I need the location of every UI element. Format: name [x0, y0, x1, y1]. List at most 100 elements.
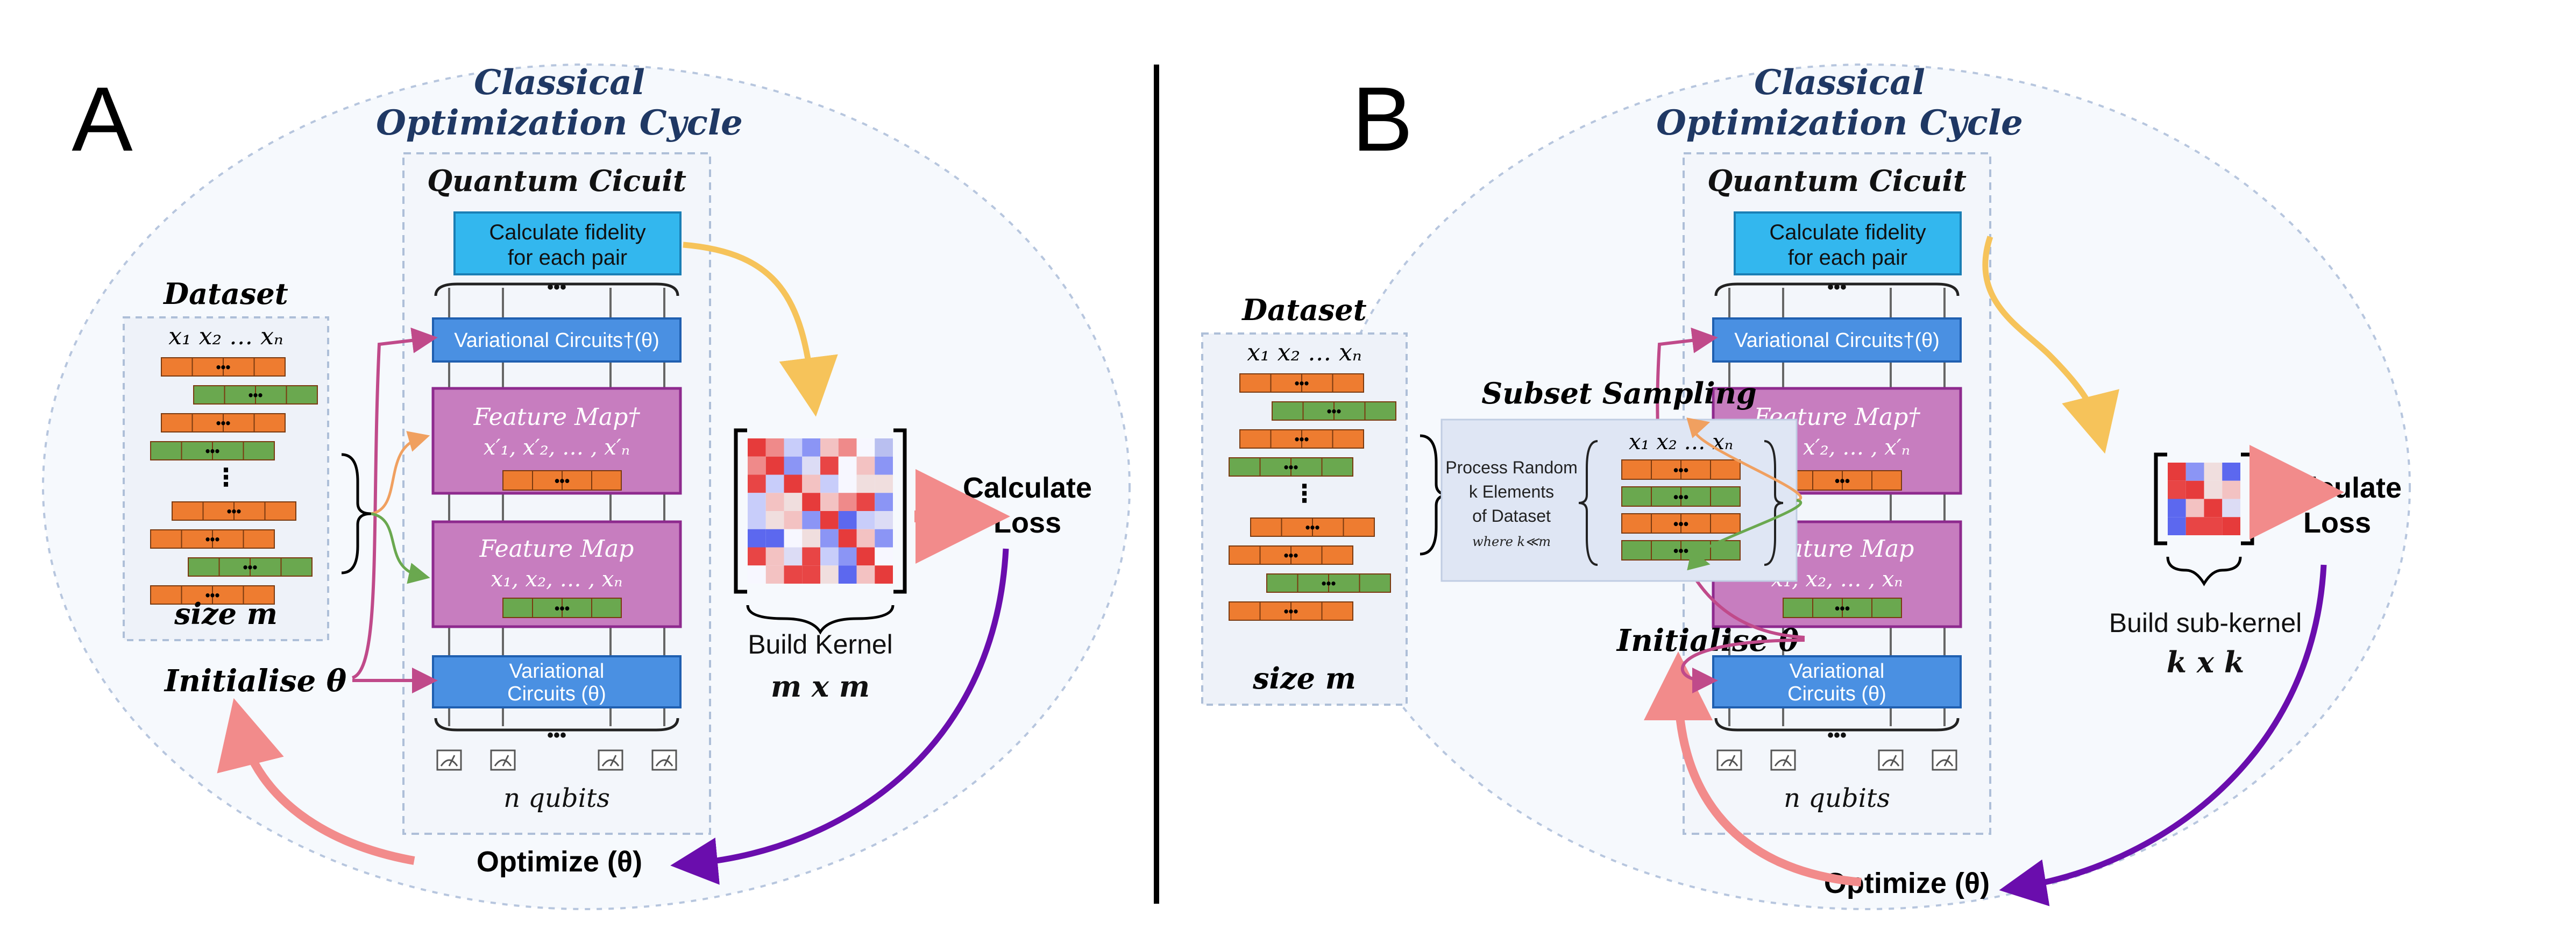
- kernel-label: Build sub-kernel: [2109, 608, 2302, 638]
- initialise-theta-label: Initialise θ: [164, 663, 347, 699]
- row-ellipsis: •••: [1835, 473, 1850, 489]
- row-ellipsis: •••: [1284, 460, 1298, 476]
- dataset-size: size m: [174, 597, 278, 631]
- dataset-row: •••: [150, 585, 275, 605]
- dataset-to-feature-map-dagger-arrow: [371, 431, 430, 515]
- top-ellipsis: •••: [547, 277, 566, 297]
- optimize-label: Optimize (θ): [477, 846, 642, 878]
- panel-letter: A: [72, 68, 133, 171]
- measurement-icon: [1770, 749, 1796, 771]
- measurement-icon: [1932, 749, 1957, 771]
- row-ellipsis: •••: [1322, 577, 1336, 592]
- row-ellipsis: •••: [205, 588, 220, 604]
- subset-text-line1: Process Random: [1445, 458, 1577, 477]
- quantum-circuit-title: Quantum Cicuit: [427, 164, 686, 198]
- feature-map-title: Feature Map: [479, 535, 634, 563]
- variational-circuits-label-line2: Circuits (θ): [1787, 683, 1886, 705]
- dataset-size: size m: [1252, 661, 1356, 696]
- row-ellipsis: •••: [1295, 432, 1309, 448]
- feature-map-dagger-input: •••: [1783, 470, 1902, 491]
- kernel-dims: m x m: [771, 669, 870, 704]
- variational-circuits-dagger-box: [1712, 317, 1962, 363]
- row-ellipsis: •••: [205, 444, 220, 459]
- subset-text-line3: of Dataset: [1472, 506, 1551, 526]
- measurement-icon: [436, 749, 462, 771]
- subset-row: •••: [1621, 513, 1741, 534]
- top-ellipsis: •••: [1827, 277, 1847, 297]
- dataset-vertical-ellipsis: ⋮: [1292, 479, 1317, 507]
- calculate-loss-line2: Loss: [994, 507, 1061, 539]
- kernel-heatmap: [734, 428, 907, 635]
- feature-map-dagger-title: Feature Map†: [473, 403, 641, 431]
- measurement-icon: [598, 749, 623, 771]
- measurement-icon: [1878, 749, 1904, 771]
- initialise-to-var-dagger-arrow: [351, 327, 438, 679]
- row-ellipsis: •••: [1327, 405, 1342, 420]
- variational-circuits-dagger-label: Variational Circuits†(θ): [1734, 329, 1940, 352]
- dataset-row: •••: [161, 357, 286, 377]
- dataset-row: •••: [1239, 373, 1364, 393]
- dataset-row: •••: [150, 529, 275, 549]
- dataset-title: Dataset: [1241, 293, 1367, 327]
- panel-letter: B: [1352, 68, 1413, 171]
- dataset-row: •••: [161, 413, 286, 432]
- dataset-title: Dataset: [162, 276, 288, 311]
- fidelity-to-kernel-arrow: [1982, 236, 2119, 454]
- dataset-row: •••: [150, 441, 275, 460]
- row-ellipsis: •••: [555, 600, 570, 616]
- dataset-to-feature-map-arrow: [371, 512, 430, 584]
- fidelity-text-line2: for each pair: [1788, 246, 1907, 270]
- dataset-row: •••: [193, 385, 318, 405]
- loss-to-optimize-arrow: [1999, 564, 2327, 906]
- variational-circuits-label-line1: Variational: [1790, 660, 1885, 683]
- cycle-title-line2: Optimization Cycle: [1656, 103, 2023, 143]
- row-ellipsis: •••: [227, 505, 242, 520]
- optimize-to-initialise-arrow: [1644, 651, 1862, 887]
- subset-vars: x₁ x₂ … xₙ: [1629, 430, 1733, 455]
- variational-circuits-label-line2: Circuits (θ): [507, 683, 606, 705]
- dataset-vertical-ellipsis: ⋮: [214, 463, 238, 491]
- dataset-vars: x₁ x₂ … xₙ: [168, 323, 283, 350]
- kernel-dims: k x k: [2167, 645, 2245, 679]
- variational-circuits-box: [432, 655, 682, 708]
- kernel-label: Build Kernel: [748, 629, 893, 659]
- fidelity-text-line2: for each pair: [508, 246, 627, 270]
- subset-text-line2: k Elements: [1469, 482, 1554, 501]
- fidelity-to-kernel-arrow: [683, 242, 838, 417]
- dataset-vars: x₁ x₂ … xₙ: [1247, 339, 1362, 366]
- variational-circuits-box: [1712, 655, 1962, 708]
- cycle-title-line2: Optimization Cycle: [376, 103, 743, 143]
- dataset-row: •••: [1229, 457, 1353, 477]
- dataset-row: •••: [1229, 601, 1353, 621]
- feature-map-dagger-vars: x′₁, x′₂, … , x′ₙ: [484, 435, 630, 460]
- measurement-icon: [490, 749, 516, 771]
- qubits-label: n qubits: [503, 783, 610, 813]
- cycle-title-line1: Classical: [474, 62, 645, 103]
- row-ellipsis: •••: [1673, 516, 1688, 532]
- subset-row: •••: [1621, 459, 1741, 480]
- variational-circuits-label-line1: Variational: [509, 660, 605, 683]
- subset-row: •••: [1621, 540, 1741, 561]
- initialise-to-var-arrow: [1680, 639, 1805, 693]
- optimize-to-initialise-arrow: [217, 698, 415, 865]
- measurement-icon: [651, 749, 677, 771]
- fidelity-text-line1: Calculate fidelity: [1769, 221, 1926, 244]
- fidelity-box: [1734, 211, 1962, 275]
- dataset-row: •••: [1250, 517, 1375, 537]
- dataset-row: •••: [1229, 545, 1353, 565]
- dataset-to-feature-map-arrow: [1687, 499, 1803, 571]
- row-ellipsis: •••: [1835, 600, 1850, 616]
- feature-map-input: •••: [1783, 598, 1902, 618]
- dataset-row: •••: [1266, 573, 1391, 593]
- row-ellipsis: •••: [205, 533, 220, 548]
- dataset-to-feature-map-dagger-arrow: [1686, 417, 1803, 502]
- calculate-loss-line1: Calculate: [963, 472, 1092, 504]
- dataset-row: •••: [188, 557, 313, 577]
- row-ellipsis: •••: [1305, 521, 1320, 536]
- row-ellipsis: •••: [1284, 549, 1298, 564]
- feature-map-vars: x₁, x₂, … , xₙ: [491, 567, 623, 592]
- quantum-circuit-title: Quantum Cicuit: [1707, 164, 1967, 198]
